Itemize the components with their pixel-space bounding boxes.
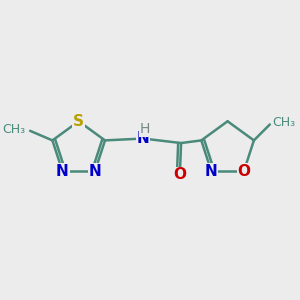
Text: S: S bbox=[73, 114, 84, 129]
Text: CH₃: CH₃ bbox=[3, 123, 26, 136]
Text: N: N bbox=[88, 164, 101, 179]
Text: N: N bbox=[137, 131, 149, 146]
Text: H: H bbox=[140, 122, 150, 136]
Text: CH₃: CH₃ bbox=[272, 116, 295, 129]
Text: O: O bbox=[237, 164, 250, 179]
Text: N: N bbox=[56, 164, 69, 179]
Text: N: N bbox=[205, 164, 218, 179]
Text: O: O bbox=[173, 167, 187, 182]
